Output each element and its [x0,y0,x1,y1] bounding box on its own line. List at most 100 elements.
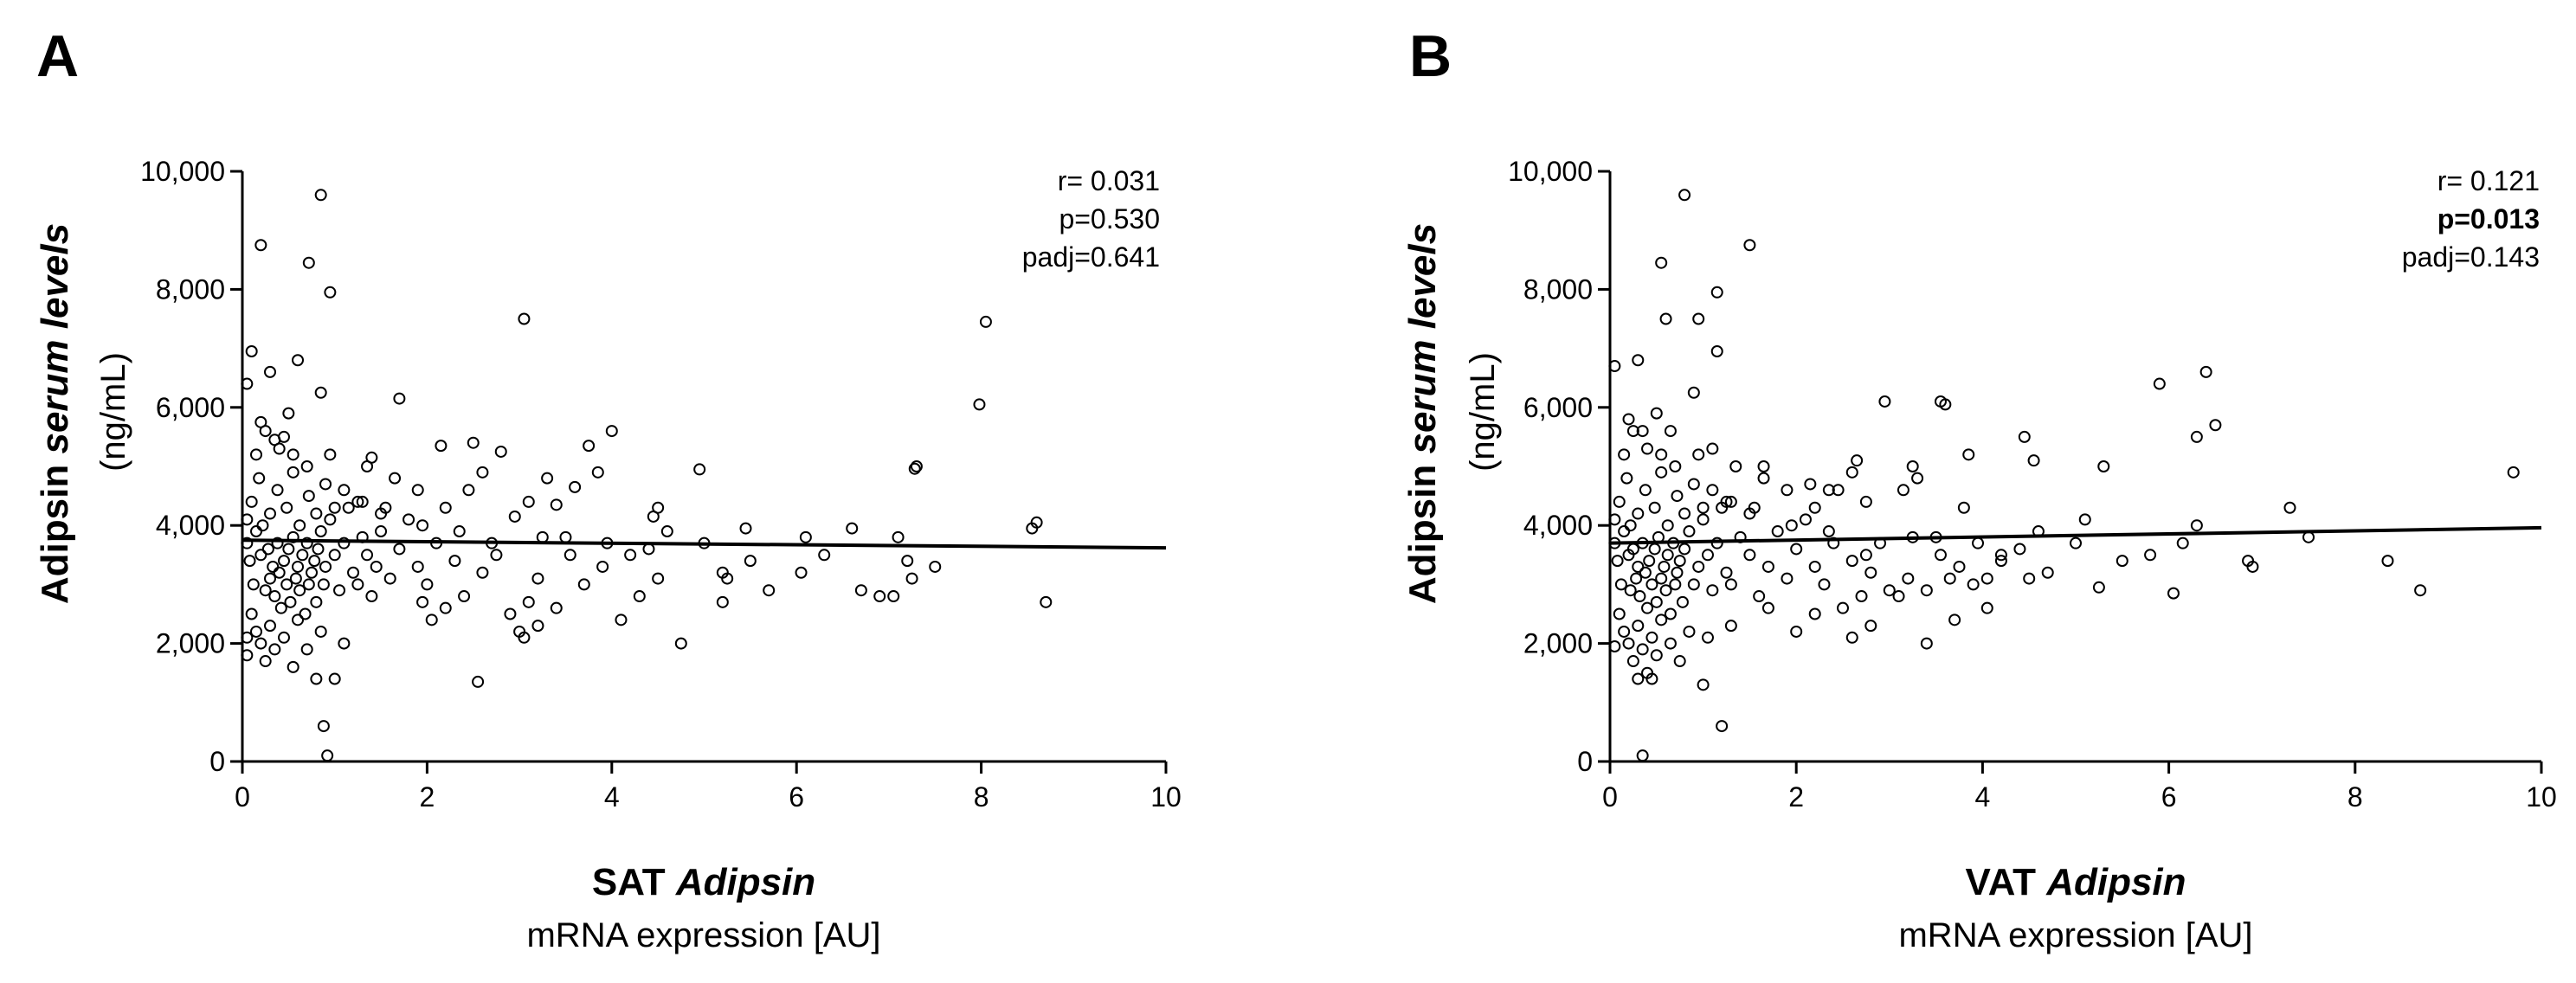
data-point [1613,495,1626,508]
data-point [536,530,549,543]
data-point [264,620,277,633]
data-point [268,643,281,656]
data-point [351,495,364,508]
data-point [1618,625,1631,638]
data-point [1678,189,1691,202]
data-point [365,590,378,603]
data-point [2092,581,2105,594]
data-point [522,495,535,508]
data-point [1920,584,1933,597]
data-point [1837,601,1849,614]
data-point [1632,620,1645,633]
data-point [605,425,618,438]
data-point [411,484,424,497]
data-point [300,643,313,656]
data-point [1655,614,1668,626]
y-axis-title-main: Adipsin [1401,465,1444,604]
data-point [256,519,269,532]
data-point [1673,555,1686,568]
data-point [1655,572,1668,585]
data-point [1622,413,1635,426]
x-ticks: 0 2 4 6 8 10 [235,761,1182,813]
y-tick-label: 8,000 [156,273,225,305]
data-point [453,525,466,538]
data-point [1633,590,1646,603]
data-point [929,560,942,573]
data-point [1701,631,1714,644]
x-tick-label: 2 [1788,781,1804,813]
data-point [375,525,388,538]
data-point [282,407,295,420]
data-point [254,549,267,562]
data-point [310,595,323,608]
data-point [1618,448,1631,461]
data-point [1643,555,1656,568]
stat-line-1: r= 0.121 [2438,165,2540,196]
data-point [245,495,258,508]
y-axis-unit: (ng/mL) [94,352,132,472]
data-point [1897,484,1909,497]
data-point [1630,572,1643,585]
data-point [292,354,305,367]
data-point [1972,536,1985,549]
data-point [314,525,327,538]
data-point [1716,720,1729,733]
y-tick-label: 0 [1577,746,1593,777]
data-point [1761,601,1774,614]
data-point [2144,549,2157,562]
data-point [1655,256,1668,269]
data-point [259,655,272,668]
data-point [1671,566,1684,579]
x-axis-title-main: SAT [592,861,666,903]
y-axis-title-italic: serum levels [34,223,76,454]
data-point [818,549,831,562]
data-point [1669,460,1682,472]
data-point [508,510,521,523]
data-point [250,448,263,461]
data-point [1832,484,1845,497]
data-point [979,315,992,328]
data-point [2190,430,2203,443]
y-tick-label: 8,000 [1523,273,1593,305]
data-point [1994,555,2007,568]
data-point [1859,549,1872,562]
x-ticks: 0 2 4 6 8 10 [1602,761,2557,813]
data-point [319,560,332,573]
data-point [280,501,293,514]
x-axis-subtitle: mRNA expression [AU] [526,916,880,954]
data-point [550,601,563,614]
y-axis-title: Adipsin serum levels [1401,223,1444,604]
data-point [739,522,752,535]
data-point [1671,490,1684,503]
data-point [1859,495,1872,508]
panel-a: A Adipsin serum levels (ng/mL) 0 2,000 4,0… [34,23,1182,954]
data-point [1676,595,1689,608]
data-point [267,560,280,573]
data-point [361,549,374,562]
data-point [296,549,309,562]
x-axis-subtitle: mRNA expression [AU] [1898,916,2252,954]
y-axis-title-main: Adipsin [34,465,76,604]
data-point [1692,560,1705,573]
data-point [1962,448,1975,461]
data-point [1040,595,1053,608]
data-point [905,572,918,585]
data-point [476,566,489,579]
data-point [901,555,914,568]
data-point [287,660,299,673]
data-point [247,578,260,591]
data-point [439,601,452,614]
data-point [264,365,277,378]
data-point [1939,398,1952,411]
data-point [1729,460,1742,472]
data-point [250,625,263,638]
data-point [1618,525,1631,538]
data-point [1655,466,1668,479]
data-point [973,398,986,411]
data-point [892,530,905,543]
data-point [361,460,374,472]
data-point [356,495,369,508]
data-point [1614,578,1627,591]
data-point [1645,578,1658,591]
data-point [314,625,327,638]
